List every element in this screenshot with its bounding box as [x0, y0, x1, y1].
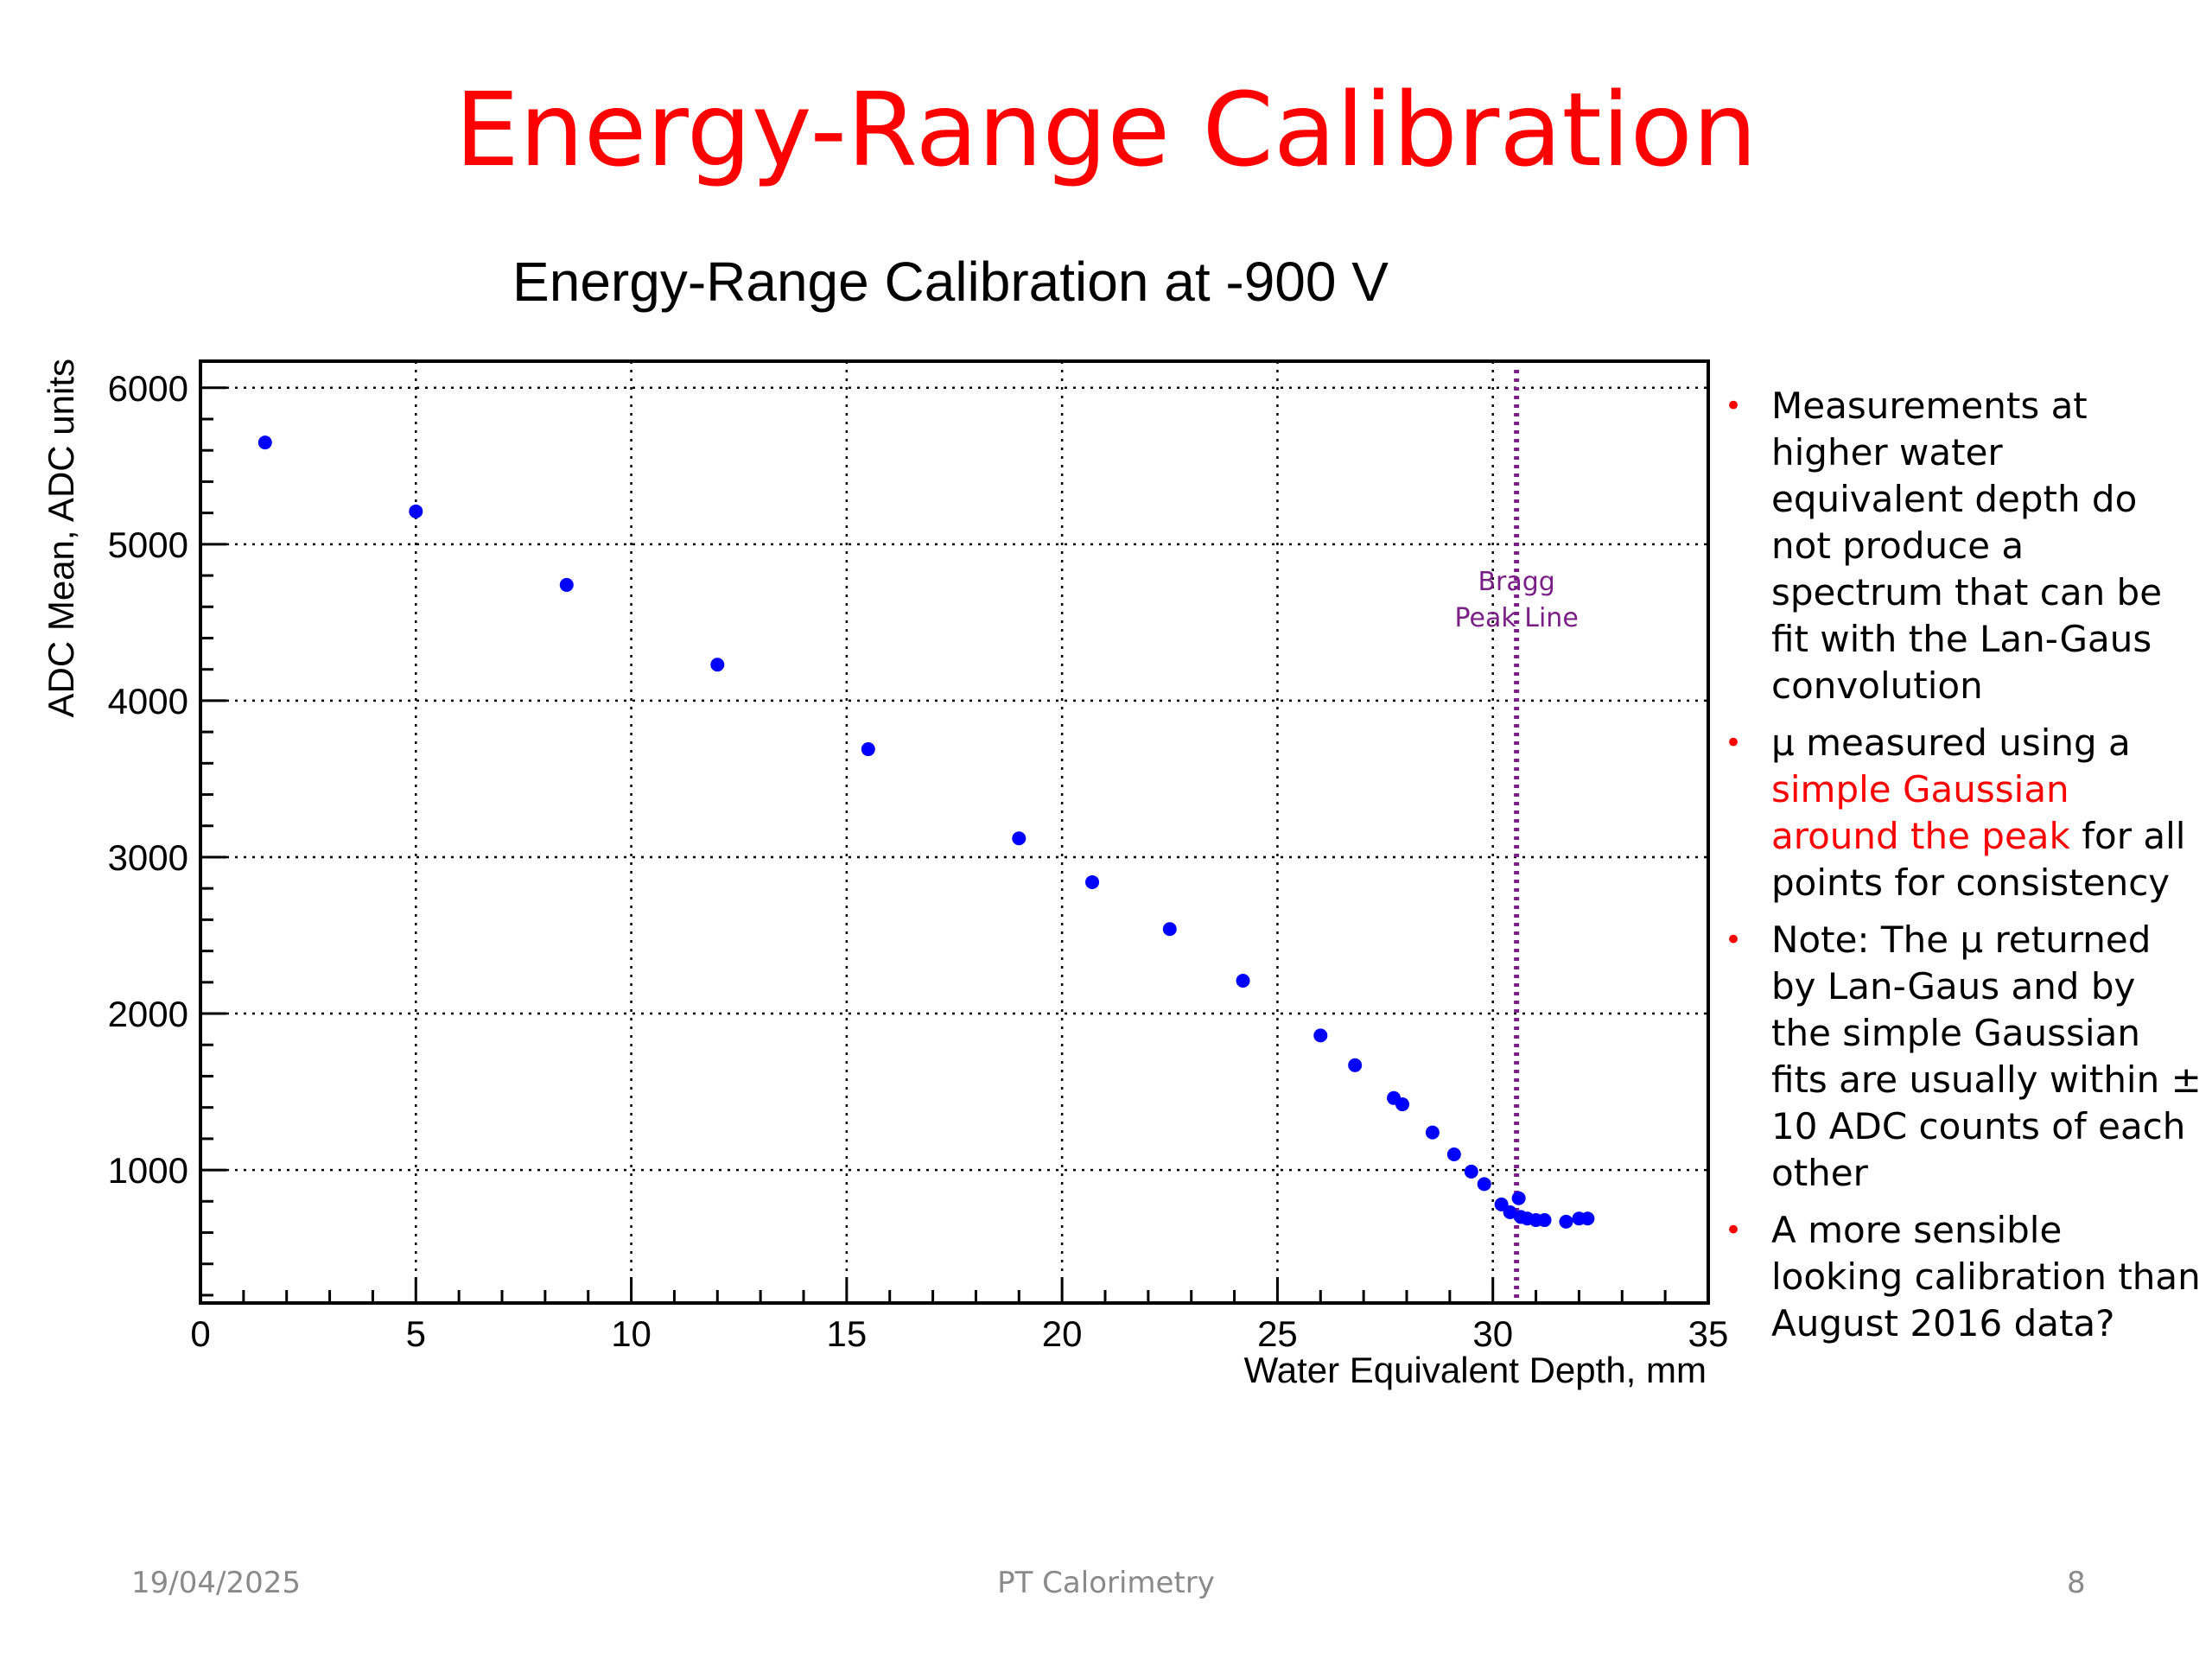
data-point: [1236, 974, 1250, 988]
bullet-text: A more sensible looking calibration than…: [1771, 1209, 2201, 1344]
bullet-text: μ measured using a: [1771, 721, 2131, 764]
x-tick-label: 20: [1042, 1313, 1083, 1354]
data-point: [257, 435, 272, 450]
bullet-list: • Measurements at higher water equivalent…: [1719, 383, 2203, 1357]
x-tick-label: 15: [826, 1313, 867, 1354]
data-point: [1559, 1214, 1573, 1229]
bullet-dot-icon: •: [1725, 389, 1743, 423]
bullet-dot-icon: •: [1725, 923, 1743, 957]
data-point: [710, 658, 725, 672]
x-tick-label: 30: [1472, 1313, 1513, 1354]
data-point: [1395, 1097, 1410, 1112]
y-axis-label: ADC Mean, ADC units: [41, 359, 81, 718]
y-tick-label: 1000: [108, 1150, 188, 1191]
footer-date: 19/04/2025: [131, 1566, 301, 1600]
x-tick-label: 10: [611, 1313, 652, 1354]
data-point: [1012, 831, 1027, 846]
data-point: [1464, 1164, 1478, 1179]
data-point: [559, 577, 574, 592]
footer-title: PT Calorimetry: [997, 1566, 1215, 1600]
grid-lines: [200, 361, 1708, 1303]
plot-frame: [199, 359, 1710, 1305]
data-point: [1348, 1058, 1363, 1072]
data-point: [1425, 1125, 1440, 1140]
x-tick-label: 25: [1257, 1313, 1298, 1354]
bullet-text: Measurements at higher water equivalent …: [1771, 385, 2163, 707]
x-axis-label: Water Equivalent Depth, mm: [1244, 1350, 1707, 1390]
data-point: [1537, 1213, 1552, 1228]
bullet-item: • Note: The μ returned by Lan-Gaus and by…: [1719, 917, 2203, 1197]
slide-title: Energy-Range Calibration: [454, 70, 1758, 189]
data-point: [1446, 1147, 1461, 1161]
energy-range-chart: Energy-Range Calibration at -900 V 0 5 10 1…: [41, 251, 1729, 1390]
y-tick-label: 5000: [108, 524, 188, 565]
y-tick-label: 4000: [108, 681, 188, 721]
tick-labels: 0 5 10 15 20 25 30 35 1000 2000 3000 4000 5000 6000: [108, 368, 1729, 1354]
bullet-item: • Measurements at higher water equivalent…: [1719, 383, 2203, 709]
bullet-text: for all points for consistency: [1771, 815, 2186, 904]
data-point: [1477, 1177, 1491, 1192]
bullet-highlight-text: simple Gaussian around the peak: [1771, 768, 2070, 857]
data-point: [409, 504, 423, 518]
data-point: [1313, 1028, 1328, 1043]
axis-ticks: [199, 386, 1710, 1303]
data-point: [1580, 1211, 1595, 1226]
bragg-peak-line: Bragg Peak Line: [1454, 370, 1579, 1303]
x-tick-label: 5: [406, 1313, 426, 1354]
bragg-peak-label: Peak Line: [1454, 603, 1578, 633]
page-number: 8: [2067, 1566, 2086, 1600]
data-point: [1162, 922, 1177, 937]
y-tick-label: 3000: [108, 837, 188, 878]
data-points: [257, 435, 1595, 1229]
bullet-item: • μ measured using a simple Gaussian arou…: [1719, 720, 2203, 906]
bullet-text: Note: The μ returned by Lan-Gaus and by …: [1771, 918, 2202, 1194]
x-tick-label: 0: [190, 1313, 210, 1354]
x-tick-label: 35: [1688, 1313, 1729, 1354]
bullet-dot-icon: •: [1725, 726, 1743, 760]
bullet-dot-icon: •: [1725, 1213, 1743, 1248]
bullet-item: • A more sensible looking calibration tha…: [1719, 1207, 2203, 1347]
data-point: [1085, 874, 1100, 889]
bragg-peak-label: Bragg: [1478, 567, 1554, 597]
data-point: [1503, 1205, 1517, 1219]
y-tick-label: 6000: [108, 368, 188, 409]
data-point: [861, 742, 875, 757]
data-point: [1511, 1191, 1526, 1205]
chart-title: Energy-Range Calibration at -900 V: [512, 251, 1389, 313]
y-tick-label: 2000: [108, 994, 188, 1034]
